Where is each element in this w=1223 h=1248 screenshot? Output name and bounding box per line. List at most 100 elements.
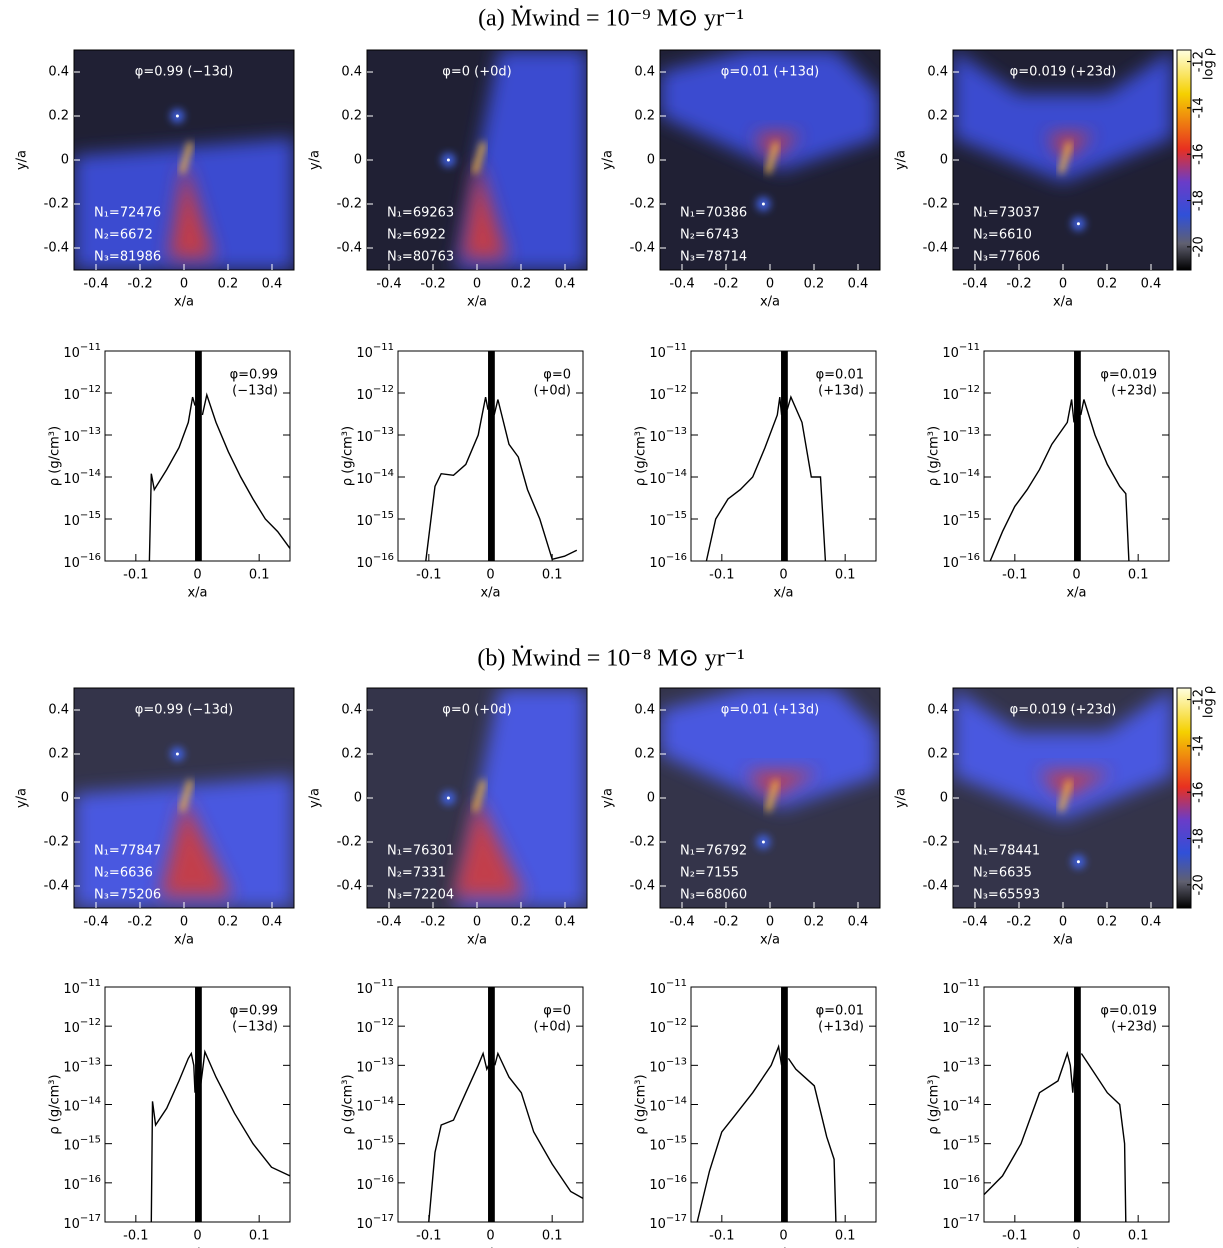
y-axis-label: y/a bbox=[894, 788, 909, 808]
x-tick-label: 0.2 bbox=[804, 277, 825, 292]
density-profile bbox=[696, 1043, 837, 1223]
y-tick-label: 10−14 bbox=[356, 468, 394, 487]
shock-cone bbox=[452, 798, 526, 897]
x-tick-label: 0 bbox=[1072, 1229, 1080, 1244]
y-tick-label: 10−15 bbox=[356, 510, 394, 529]
particle-count: N₂=6672 bbox=[94, 228, 153, 243]
x-axis-label: x/a bbox=[1053, 295, 1073, 310]
y-tick-label: 10−14 bbox=[649, 1096, 687, 1115]
x-tick-label: 0 bbox=[766, 915, 774, 930]
density-profile bbox=[428, 1051, 584, 1223]
wind-region bbox=[953, 50, 1173, 182]
masked-band bbox=[488, 987, 495, 1222]
x-tick-label: 0 bbox=[180, 277, 188, 292]
y-tick-label: 10−15 bbox=[63, 510, 101, 529]
colorbar-label: log ρ bbox=[1202, 48, 1217, 80]
particle-count: N₁=77847 bbox=[94, 844, 161, 859]
phase-label: φ=0.019 bbox=[1100, 1004, 1157, 1019]
shock-core bbox=[179, 141, 194, 174]
x-tick-label: 0 bbox=[1072, 568, 1080, 583]
y-tick-label: 10−16 bbox=[649, 552, 687, 571]
x-tick-label: -0.4 bbox=[669, 915, 694, 930]
y-tick-label: -0.4 bbox=[923, 879, 948, 894]
y-tick-label: 10−13 bbox=[942, 1056, 980, 1075]
density-map bbox=[953, 688, 1173, 908]
y-axis-label: ρ (g/cm³) bbox=[341, 1074, 356, 1134]
y-tick-label: 10−13 bbox=[649, 1056, 687, 1075]
y-tick-label: 10−17 bbox=[63, 1213, 101, 1232]
y-tick-label: 0.2 bbox=[634, 109, 655, 124]
masked-band bbox=[781, 351, 788, 561]
x-tick-label: 0.4 bbox=[1141, 277, 1162, 292]
x-axis-label: x/a bbox=[760, 933, 780, 948]
x-tick-label: -0.4 bbox=[962, 915, 987, 930]
density-map bbox=[660, 688, 880, 908]
y-tick-label: 0.4 bbox=[927, 65, 948, 80]
masked-band bbox=[195, 987, 202, 1222]
x-tick-label: 0.1 bbox=[1128, 568, 1149, 583]
masked-band bbox=[195, 351, 202, 561]
phase-label: φ=0.99 (−13d) bbox=[135, 703, 233, 718]
y-tick-label: 0.2 bbox=[634, 747, 655, 762]
phase-label: (+0d) bbox=[533, 384, 571, 399]
y-tick-label: 10−12 bbox=[942, 1017, 980, 1036]
y-tick-label: -0.2 bbox=[337, 197, 362, 212]
x-tick-label: -0.2 bbox=[713, 277, 738, 292]
x-axis-label: x/a bbox=[1066, 1247, 1086, 1248]
x-tick-label: -0.2 bbox=[420, 277, 445, 292]
y-tick-label: 10−15 bbox=[649, 510, 687, 529]
y-tick-label: -0.4 bbox=[630, 241, 655, 256]
x-tick-label: -0.2 bbox=[127, 915, 152, 930]
y-tick-label: 10−13 bbox=[356, 426, 394, 445]
y-tick-label: 0 bbox=[940, 791, 948, 806]
x-axis-label: x/a bbox=[480, 1247, 500, 1248]
density-profile bbox=[989, 399, 1130, 562]
masked-band bbox=[1074, 351, 1081, 561]
y-tick-label: 10−15 bbox=[942, 1135, 980, 1154]
particle-count: N₂=6636 bbox=[94, 866, 153, 881]
particle-count: N₁=72476 bbox=[94, 206, 161, 221]
x-tick-label: 0.4 bbox=[848, 915, 869, 930]
x-tick-label: -0.1 bbox=[123, 568, 148, 583]
x-tick-label: 0 bbox=[1059, 915, 1067, 930]
companion-star-core bbox=[446, 158, 450, 162]
phase-label: φ=0 bbox=[543, 1004, 571, 1019]
masked-band bbox=[781, 987, 788, 1222]
particle-count: N₁=69263 bbox=[387, 206, 454, 221]
x-tick-label: 0 bbox=[779, 568, 787, 583]
masked-band bbox=[1074, 987, 1081, 1222]
x-axis-label: x/a bbox=[773, 1247, 793, 1248]
x-tick-label: 0 bbox=[486, 568, 494, 583]
y-axis-label: ρ (g/cm³) bbox=[927, 426, 942, 486]
y-tick-label: 0 bbox=[940, 153, 948, 168]
particle-count: N₂=6610 bbox=[973, 228, 1032, 243]
y-tick-label: 10−12 bbox=[356, 1017, 394, 1036]
x-tick-label: -0.4 bbox=[83, 277, 108, 292]
y-tick-label: 0.2 bbox=[927, 109, 948, 124]
y-tick-label: 10−11 bbox=[942, 978, 980, 997]
shock-cone bbox=[461, 160, 508, 259]
phase-label: (+0d) bbox=[533, 1020, 571, 1035]
phase-label: φ=0.019 bbox=[1100, 368, 1157, 383]
phase-label: (+23d) bbox=[1111, 1020, 1157, 1035]
particle-count: N₁=73037 bbox=[973, 206, 1040, 221]
y-tick-label: 10−17 bbox=[649, 1213, 687, 1232]
y-axis-label: y/a bbox=[601, 788, 616, 808]
x-tick-label: 0.4 bbox=[1141, 915, 1162, 930]
shock-cone bbox=[168, 160, 215, 259]
y-tick-label: 10−14 bbox=[942, 468, 980, 487]
phase-label: (+13d) bbox=[818, 1020, 864, 1035]
phase-label: φ=0 bbox=[543, 368, 571, 383]
y-tick-label: 0 bbox=[647, 791, 655, 806]
x-tick-label: 0 bbox=[193, 568, 201, 583]
y-tick-label: 0.4 bbox=[634, 65, 655, 80]
particle-count: N₃=68060 bbox=[680, 888, 747, 903]
y-tick-label: 0.4 bbox=[341, 703, 362, 718]
colorbar-tick-label: -18 bbox=[1192, 190, 1207, 211]
particle-count: N₃=65593 bbox=[973, 888, 1040, 903]
x-tick-label: -0.2 bbox=[713, 915, 738, 930]
y-axis-label: y/a bbox=[308, 150, 323, 170]
x-tick-label: 0.1 bbox=[249, 568, 270, 583]
x-tick-label: 0 bbox=[473, 915, 481, 930]
y-tick-label: 0.4 bbox=[634, 703, 655, 718]
